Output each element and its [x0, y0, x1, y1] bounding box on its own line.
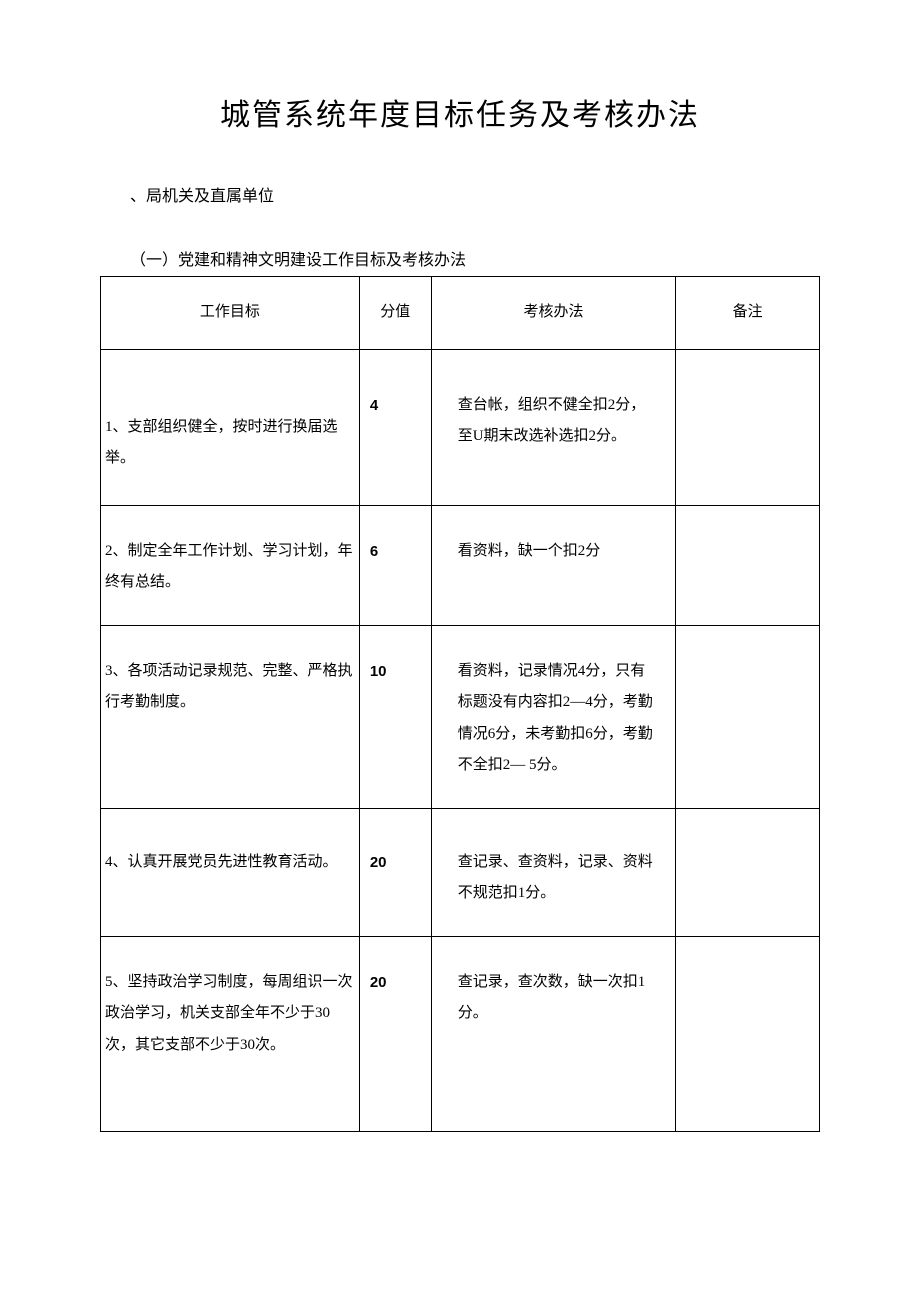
table-header-row: 工作目标 分值 考核办法 备注	[101, 277, 820, 350]
assessment-table: 工作目标 分值 考核办法 备注 1、支部组织健全，按时进行换届选 举。 4 查台…	[100, 276, 820, 1132]
cell-method: 查记录、查资料，记录、资料不规范扣1分。	[431, 808, 675, 936]
cell-score: 4	[359, 349, 431, 505]
cell-method: 看资料，缺一个扣2分	[431, 505, 675, 625]
cell-goal: 3、各项活动记录规范、完整、严格执行考勤制度。	[101, 625, 360, 808]
cell-score: 20	[359, 936, 431, 1132]
cell-method: 查记录，查次数，缺一次扣1分。	[431, 936, 675, 1132]
col-header-note: 备注	[676, 277, 820, 350]
cell-note	[676, 808, 820, 936]
cell-note	[676, 936, 820, 1132]
section-heading: 、局机关及直属单位	[100, 182, 820, 206]
col-header-goal: 工作目标	[101, 277, 360, 350]
cell-note	[676, 349, 820, 505]
cell-goal: 5、坚持政治学习制度，每周组识一次政治学习，机关支部全年不少于30次，其它支部不…	[101, 936, 360, 1132]
cell-goal: 4、认真开展党员先进性教育活动。	[101, 808, 360, 936]
cell-goal: 2、制定全年工作计划、学习计划，年终有总结。	[101, 505, 360, 625]
cell-note	[676, 505, 820, 625]
table-row: 2、制定全年工作计划、学习计划，年终有总结。 6 看资料，缺一个扣2分	[101, 505, 820, 625]
cell-method: 查台帐，组织不健全扣2分，至U期末改选补选扣2分。	[431, 349, 675, 505]
subsection-heading: （一）党建和精神文明建设工作目标及考核办法	[100, 246, 820, 270]
table-row: 5、坚持政治学习制度，每周组识一次政治学习，机关支部全年不少于30次，其它支部不…	[101, 936, 820, 1132]
cell-goal: 1、支部组织健全，按时进行换届选 举。	[101, 349, 360, 505]
table-row: 1、支部组织健全，按时进行换届选 举。 4 查台帐，组织不健全扣2分，至U期末改…	[101, 349, 820, 505]
table-row: 4、认真开展党员先进性教育活动。 20 查记录、查资料，记录、资料不规范扣1分。	[101, 808, 820, 936]
col-header-method: 考核办法	[431, 277, 675, 350]
col-header-score: 分值	[359, 277, 431, 350]
cell-note	[676, 625, 820, 808]
cell-score: 10	[359, 625, 431, 808]
cell-score: 6	[359, 505, 431, 625]
table-row: 3、各项活动记录规范、完整、严格执行考勤制度。 10 看资料，记录情况4分，只有…	[101, 625, 820, 808]
document-title: 城管系统年度目标任务及考核办法	[100, 90, 820, 134]
cell-score: 20	[359, 808, 431, 936]
cell-method: 看资料，记录情况4分，只有标题没有内容扣2—4分，考勤情况6分，未考勤扣6分，考…	[431, 625, 675, 808]
